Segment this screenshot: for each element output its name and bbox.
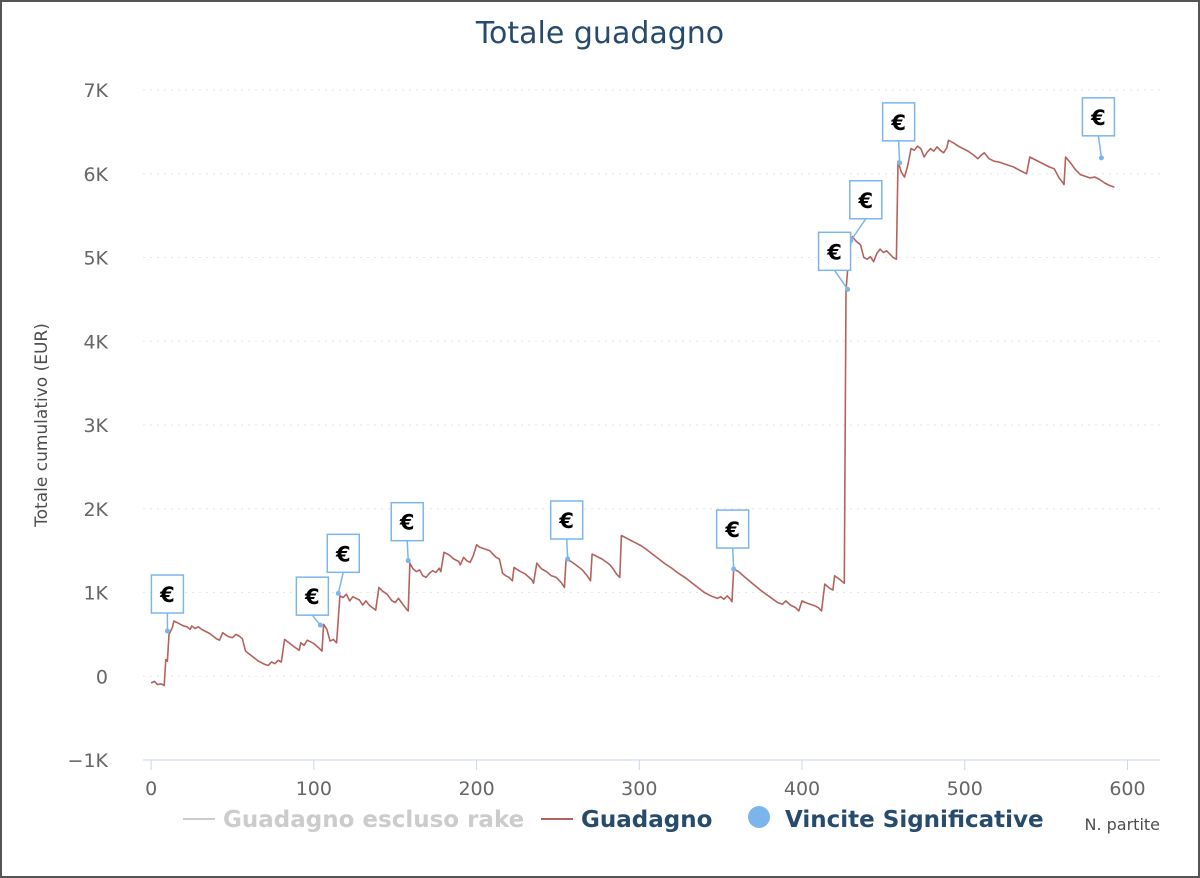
flag[interactable]: €: [715, 509, 750, 570]
legend-guadagno-label: Guadagno: [581, 807, 712, 833]
legend-item-rake[interactable]: Guadagno escluso rake: [183, 807, 524, 833]
flag-label: €: [826, 240, 842, 264]
flag-box: [1081, 97, 1116, 137]
legend-vincite-marker: [748, 806, 770, 828]
y-tick-label: 0: [96, 666, 108, 688]
y-tick-label: 2K: [83, 499, 108, 521]
x-tick-label: 100: [296, 778, 332, 800]
flag-box: [881, 102, 916, 142]
flag-label: €: [159, 583, 175, 607]
flag[interactable]: €: [881, 102, 916, 163]
flag[interactable]: €: [295, 576, 330, 626]
flag-box: [295, 576, 330, 616]
flags-layer: € € € € € € € € € €: [150, 97, 1116, 632]
flag[interactable]: €: [326, 533, 361, 594]
x-tick-label: 400: [784, 778, 820, 800]
flag-box: [817, 231, 852, 272]
flag[interactable]: €: [849, 180, 883, 242]
y-tick-label: 3K: [83, 415, 108, 437]
flag-box: [715, 509, 750, 549]
flag-connector: [311, 614, 321, 626]
legend-item-vincite[interactable]: Vincite Significative: [748, 806, 1044, 833]
flag-label: €: [335, 542, 351, 566]
flag-label: €: [858, 189, 874, 213]
flag[interactable]: €: [1081, 97, 1116, 158]
y-tick-label: −1K: [68, 750, 109, 772]
flag[interactable]: €: [390, 501, 424, 561]
flag-connector: [1097, 135, 1103, 158]
x-tick-label: 300: [621, 778, 657, 800]
x-axis-ticks: 0 100 200 300 400 500 600: [145, 760, 1146, 800]
flag-connector: [406, 540, 409, 561]
y-tick-label: 5K: [83, 248, 108, 270]
flag-connector: [731, 548, 735, 570]
legend: Guadagno escluso rake Guadagno Vincite S…: [183, 806, 1044, 833]
series-guadagno-line[interactable]: [150, 139, 1115, 687]
flag-label: €: [724, 518, 740, 542]
flag-connector: [850, 218, 867, 242]
flag[interactable]: €: [549, 500, 584, 560]
flag-box: [326, 533, 361, 574]
y-tick-label: 1K: [83, 583, 108, 605]
x-axis-label: N. partite: [1084, 815, 1160, 834]
y-axis-ticks: −1K 0 1K 2K 3K 4K 5K 6K 7K: [68, 80, 109, 772]
y-tick-label: 7K: [83, 80, 108, 102]
grid-lines: [143, 89, 1160, 677]
series-layer: [150, 139, 1115, 687]
flag-label: €: [399, 511, 415, 535]
flag[interactable]: €: [817, 231, 852, 290]
legend-vincite-label: Vincite Significative: [785, 807, 1044, 833]
x-tick-label: 600: [1109, 778, 1145, 800]
flag-box: [549, 500, 584, 540]
flag[interactable]: €: [150, 574, 185, 632]
flag-box: [150, 574, 185, 614]
legend-item-guadagno[interactable]: Guadagno: [541, 807, 712, 833]
y-tick-label: 4K: [83, 331, 108, 353]
flag-label: €: [890, 111, 906, 135]
x-tick-label: 500: [947, 778, 983, 800]
flag-connector: [897, 140, 901, 163]
flag-label: €: [304, 585, 320, 609]
flag-label: €: [558, 509, 574, 533]
legend-rake-label: Guadagno escluso rake: [223, 807, 524, 833]
flag-label: €: [1090, 106, 1106, 130]
flag-connector: [833, 269, 849, 290]
flag-connector: [565, 538, 569, 560]
chart-title: Totale guadagno: [475, 16, 724, 51]
x-tick-label: 200: [458, 778, 494, 800]
y-tick-label: 6K: [83, 164, 108, 186]
flag-box: [849, 180, 883, 220]
flag-connector: [337, 572, 344, 594]
flag-box: [390, 501, 424, 542]
x-tick-label: 0: [145, 778, 157, 800]
y-axis-label: Totale cumulativo (EUR): [32, 323, 52, 528]
